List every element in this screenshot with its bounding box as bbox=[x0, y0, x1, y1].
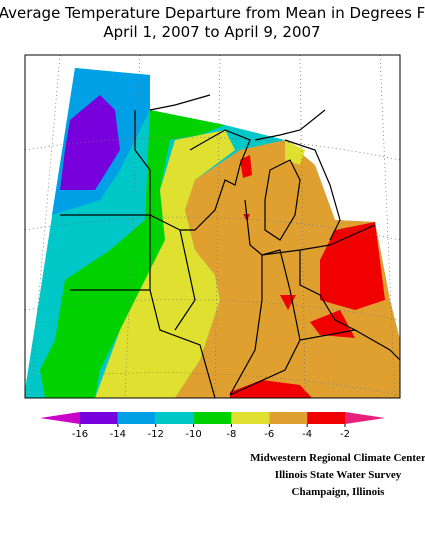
map-frame bbox=[24, 54, 401, 399]
subtitle: April 1, 2007 to April 9, 2007 bbox=[103, 23, 320, 41]
legend-swatch bbox=[80, 412, 118, 424]
region-red bbox=[310, 310, 355, 338]
region-red bbox=[240, 155, 252, 178]
color-legend: -16 -14 -12 -10 -8 -6 -4 -2 bbox=[40, 412, 385, 440]
legend-arrow-low bbox=[40, 412, 80, 424]
region-yellow bbox=[95, 130, 235, 398]
region-red bbox=[320, 222, 385, 310]
legend-tick-label: -16 bbox=[72, 429, 88, 440]
state-borders bbox=[60, 94, 401, 399]
legend-swatch bbox=[193, 412, 232, 424]
region-yellow bbox=[285, 140, 305, 165]
legend-tick-label: -6 bbox=[264, 429, 274, 440]
legend-swatch bbox=[307, 412, 345, 424]
legend-tick-label: -12 bbox=[148, 429, 164, 440]
legend-arrow-high bbox=[345, 412, 385, 424]
legend-tick-label: -4 bbox=[302, 429, 312, 440]
legend-tick-label: -10 bbox=[185, 429, 201, 440]
graticule bbox=[24, 54, 401, 399]
credit-line: Champaign, Illinois bbox=[292, 486, 386, 498]
region-red bbox=[230, 380, 312, 398]
credit-line: Illinois State Water Survey bbox=[275, 469, 402, 481]
legend-swatch bbox=[269, 412, 308, 424]
legend-swatch bbox=[155, 412, 194, 424]
credit-line: Midwestern Regional Climate Center bbox=[250, 452, 425, 464]
legend-tick-label: -14 bbox=[110, 429, 126, 440]
legend-swatch bbox=[231, 412, 270, 424]
region-purple bbox=[60, 95, 120, 190]
title: Average Temperature Departure from Mean … bbox=[0, 4, 425, 22]
legend-tick-label: -2 bbox=[340, 429, 350, 440]
legend-swatch bbox=[117, 412, 156, 424]
legend-tick-label: -8 bbox=[226, 429, 236, 440]
region-green bbox=[40, 110, 225, 398]
map bbox=[24, 54, 401, 399]
